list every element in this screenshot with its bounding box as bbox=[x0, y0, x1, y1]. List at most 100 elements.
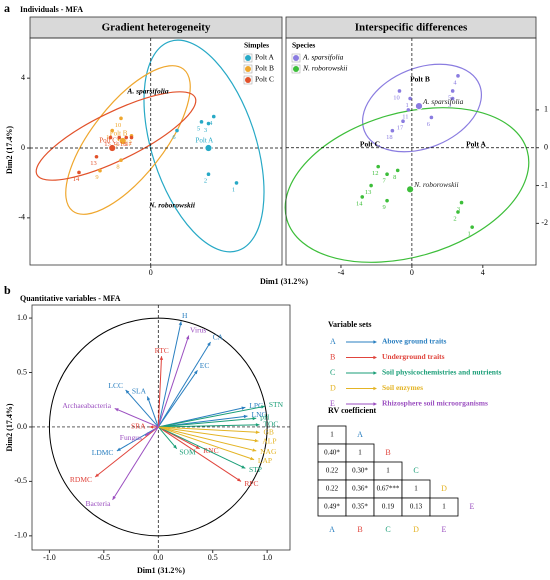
point-label: 3 bbox=[457, 206, 460, 213]
loading-arrow bbox=[158, 426, 255, 461]
loading-arrow bbox=[112, 426, 159, 501]
variable-label: RNC bbox=[203, 446, 218, 455]
annotation: N. roborowskii bbox=[148, 201, 196, 210]
point bbox=[108, 135, 113, 140]
loading-arrow bbox=[157, 335, 190, 428]
loading-arrow bbox=[158, 426, 259, 442]
arrow-head bbox=[254, 438, 259, 443]
loading-arrow bbox=[158, 424, 260, 428]
table-value: 0.49* bbox=[324, 503, 340, 511]
x-tick-label: 0 bbox=[410, 268, 414, 277]
legend-title: Simples bbox=[244, 41, 269, 50]
point-label: 1 bbox=[405, 102, 408, 109]
row-set-label: E bbox=[470, 502, 475, 511]
table-value: 0.22 bbox=[326, 485, 339, 493]
arrow-head bbox=[373, 340, 377, 344]
x-tick-label: 0 bbox=[149, 268, 153, 277]
variable-label: EC bbox=[200, 361, 210, 370]
panel-label: a bbox=[4, 1, 10, 15]
point bbox=[406, 108, 411, 112]
point bbox=[119, 116, 123, 121]
point bbox=[385, 172, 389, 176]
x-tick-label: 4 bbox=[481, 268, 485, 277]
point bbox=[206, 121, 211, 126]
y-tick-label: -2 bbox=[541, 218, 548, 227]
point-label: 1 bbox=[468, 231, 471, 238]
table-value: 0.30* bbox=[352, 467, 368, 475]
variable-label: LNC bbox=[252, 410, 267, 419]
arrow-head bbox=[125, 389, 130, 394]
loading-arrow bbox=[114, 407, 159, 428]
y-tick-label: -0.5 bbox=[14, 476, 27, 485]
y-tick-label: 1.0 bbox=[17, 313, 27, 322]
variable-label: LCC bbox=[108, 381, 123, 390]
point-label: 12 bbox=[125, 139, 132, 146]
centroid-label: A. sparsifolia bbox=[422, 97, 464, 106]
variable-label: STN bbox=[269, 400, 284, 409]
legend-code: B bbox=[330, 352, 335, 361]
plot-frame bbox=[31, 304, 291, 551]
x-axis-title: Dim1 (31.2%) bbox=[137, 566, 185, 575]
variable-label: Fungus bbox=[120, 433, 142, 442]
point bbox=[124, 135, 129, 140]
y-tick-label: -4 bbox=[18, 213, 25, 222]
point bbox=[470, 225, 474, 229]
plot-frame bbox=[285, 37, 537, 266]
point bbox=[117, 135, 122, 140]
legend-code: E bbox=[330, 399, 335, 408]
variable-label: ALP bbox=[262, 437, 276, 446]
legend-swatch bbox=[245, 77, 251, 83]
legend-label: Polt C bbox=[255, 75, 274, 84]
column-set-label: C bbox=[385, 525, 390, 534]
point-label: 1 bbox=[232, 186, 235, 193]
variable-label: SRA bbox=[131, 422, 146, 431]
annotation: Polt A bbox=[466, 140, 486, 149]
point bbox=[360, 195, 365, 199]
loading-arrow bbox=[158, 426, 260, 433]
point bbox=[199, 120, 204, 124]
variable-label: RTC bbox=[155, 346, 169, 355]
variable-label: SLA bbox=[132, 386, 147, 395]
arrow-head bbox=[243, 414, 248, 419]
y-tick-label: 0 bbox=[544, 143, 548, 152]
arrow-head bbox=[195, 445, 200, 449]
legend-code: D bbox=[330, 383, 336, 392]
table-value: 0.35* bbox=[352, 503, 368, 511]
point bbox=[385, 198, 389, 203]
legend-swatch bbox=[293, 66, 299, 72]
arrow-head bbox=[116, 447, 121, 451]
variable-label: LDMC bbox=[92, 448, 114, 457]
table-value: 0.67*** bbox=[377, 485, 400, 493]
point-label: 5 bbox=[448, 94, 451, 101]
annotation: Polt B bbox=[410, 75, 430, 84]
point bbox=[175, 128, 179, 133]
point bbox=[395, 168, 400, 173]
centroid-label: Polt C bbox=[99, 137, 117, 145]
point-label: 17 bbox=[397, 125, 404, 132]
centroid bbox=[118, 137, 127, 145]
legend-label: A. sparsifolia bbox=[302, 53, 344, 62]
legend-swatch bbox=[245, 55, 251, 61]
x-tick-label: -0.5 bbox=[98, 553, 111, 562]
point bbox=[397, 89, 402, 93]
x-tick-label: -4 bbox=[338, 268, 345, 277]
variable-label: LPC bbox=[249, 401, 263, 410]
legend-label: Soil physicochemistries and nutrients bbox=[382, 368, 501, 377]
arrow-head bbox=[178, 321, 183, 326]
legend-title: Variable sets bbox=[328, 320, 371, 329]
legend-label: N. roborowskii bbox=[302, 64, 347, 73]
point bbox=[459, 200, 464, 205]
confidence-ellipse bbox=[143, 39, 265, 253]
point-label: 5 bbox=[197, 125, 200, 132]
point bbox=[401, 119, 405, 124]
table-value: 0.22 bbox=[326, 467, 339, 475]
facet-title: Gradient heterogeneity bbox=[102, 22, 211, 34]
variable-label: H bbox=[182, 311, 188, 320]
point bbox=[450, 96, 455, 101]
confidence-ellipse bbox=[361, 63, 483, 153]
point bbox=[77, 170, 81, 175]
arrow-head bbox=[95, 473, 100, 478]
table-value: 0.19 bbox=[382, 503, 395, 511]
variable-label: STP bbox=[249, 465, 262, 474]
